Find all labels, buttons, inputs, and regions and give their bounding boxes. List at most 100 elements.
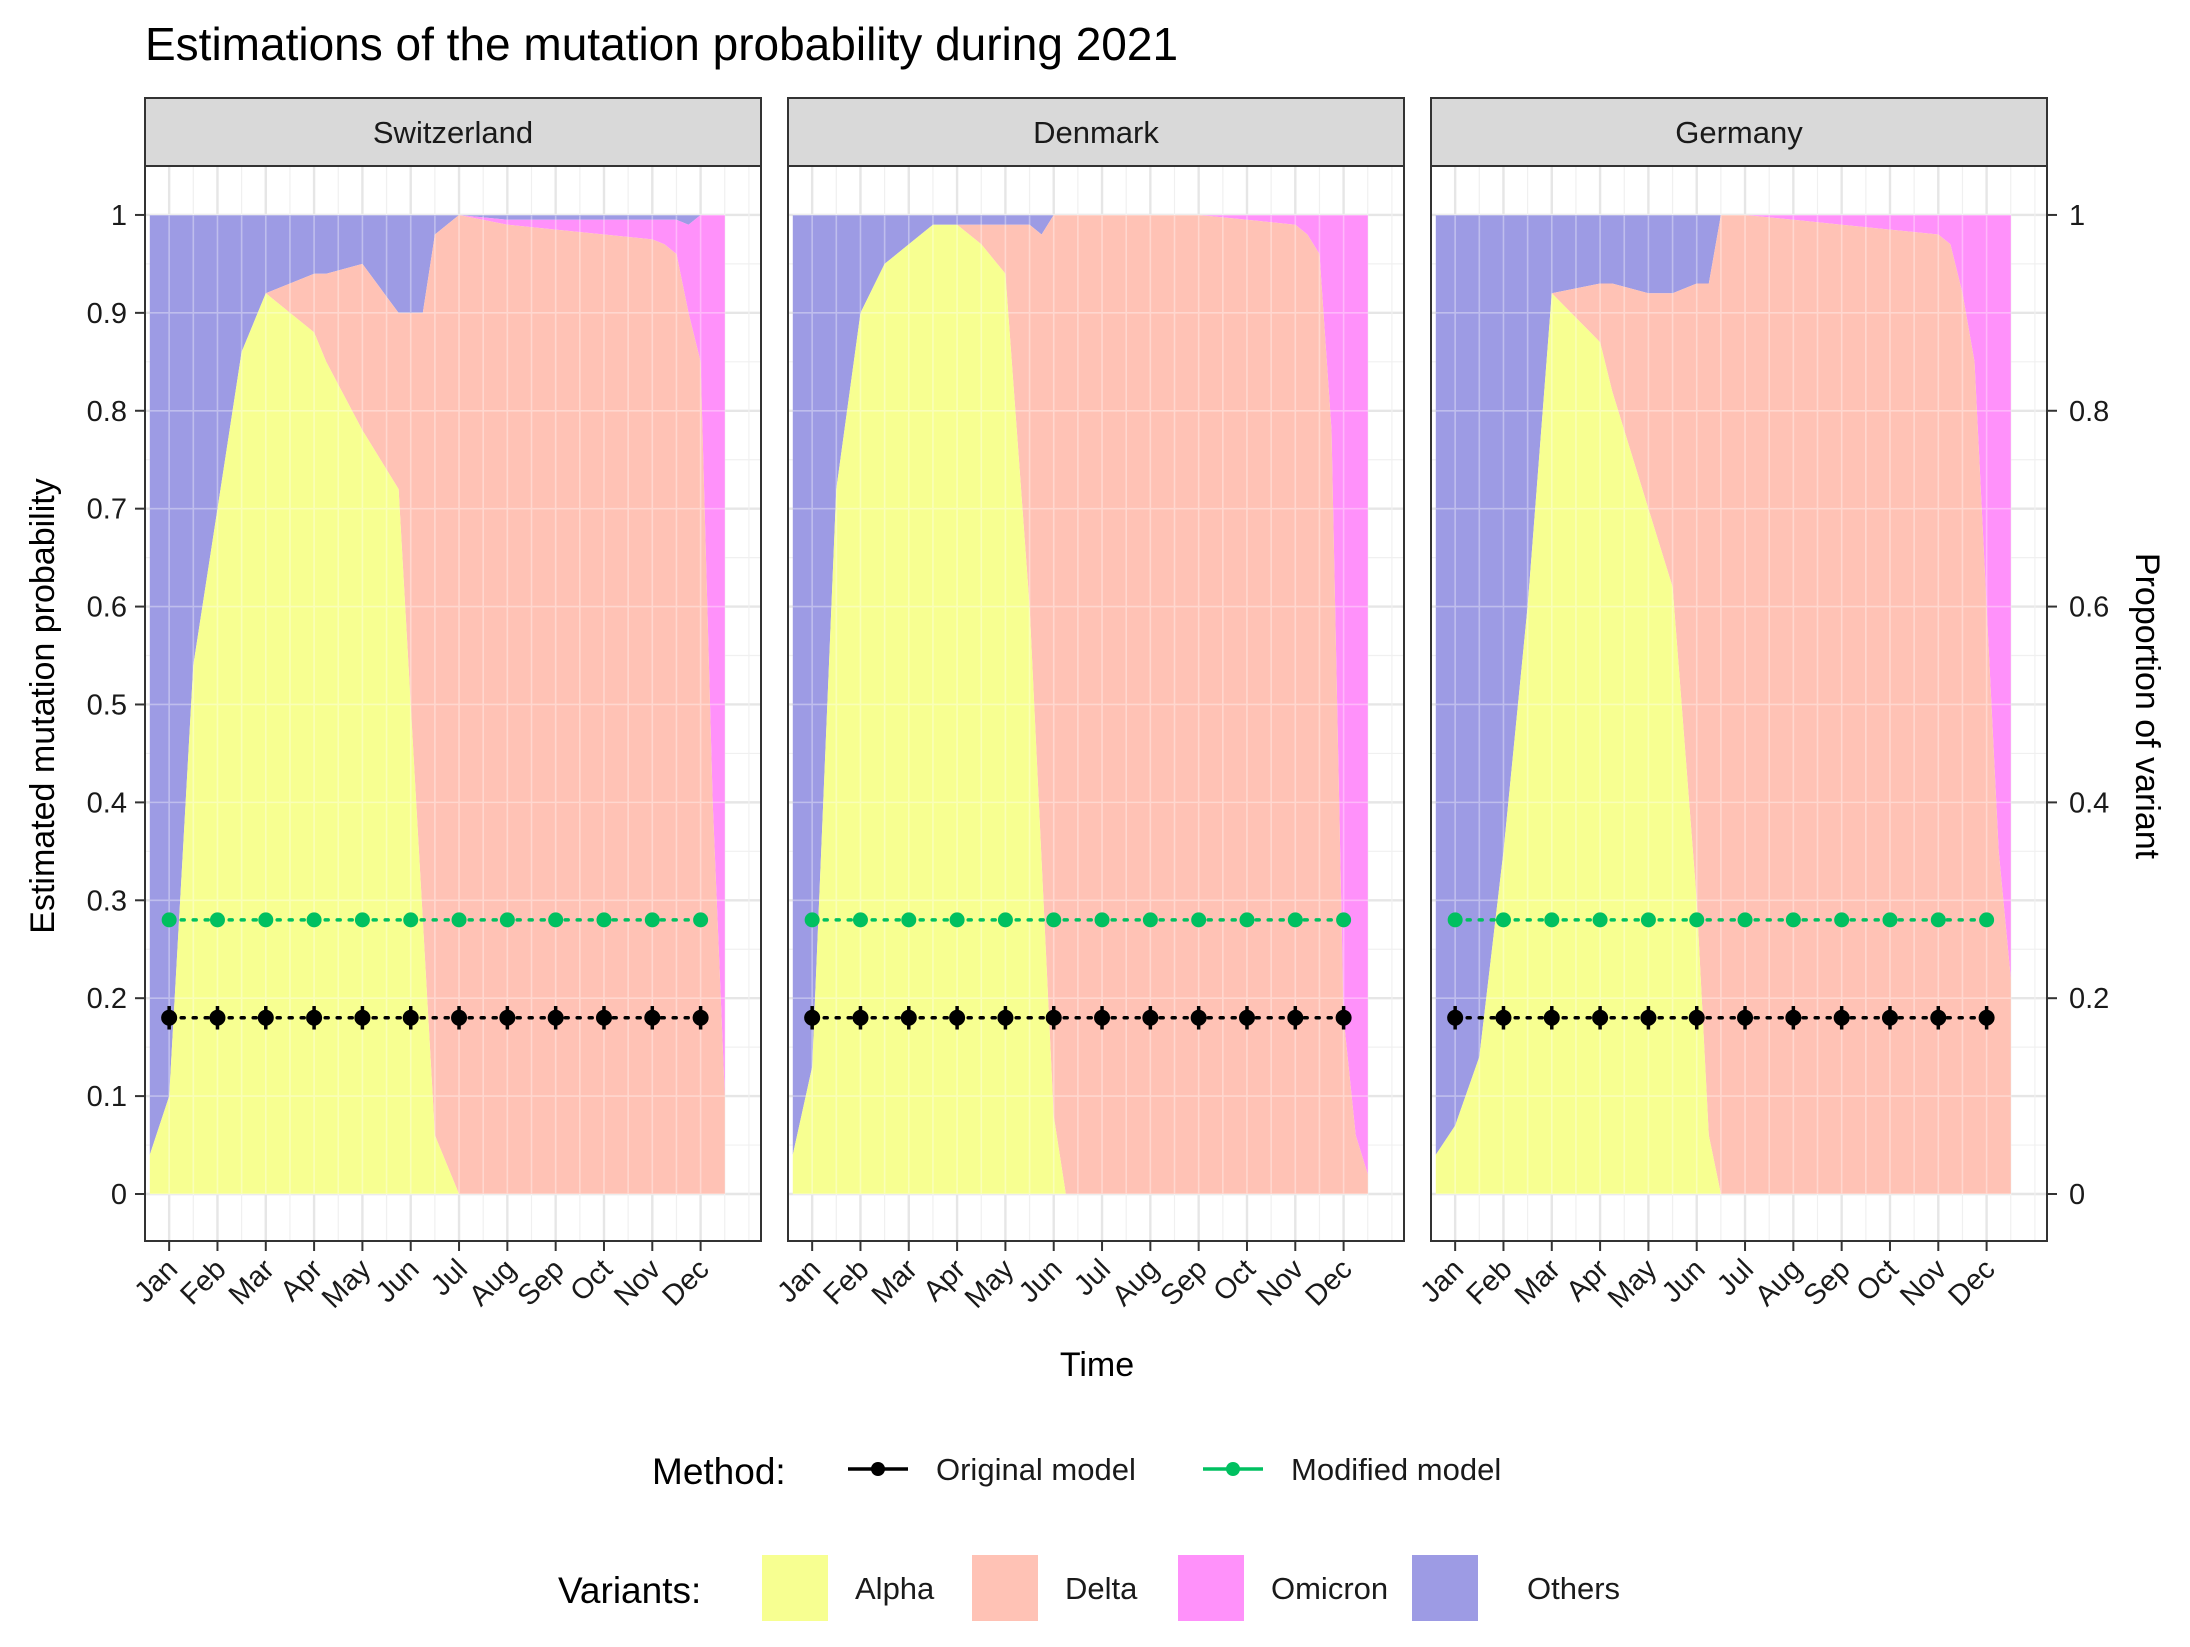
- point-modified-model: [1191, 912, 1207, 928]
- point-modified-model: [1640, 912, 1656, 928]
- point-modified-model: [1544, 912, 1560, 928]
- point-original-model: [644, 1009, 661, 1026]
- point-original-model: [1238, 1009, 1255, 1026]
- point-modified-model: [161, 912, 177, 928]
- point-modified-model: [901, 912, 917, 928]
- point-original-model: [1688, 1009, 1705, 1026]
- point-modified-model: [451, 912, 467, 928]
- point-original-model: [1737, 1009, 1754, 1026]
- point-modified-model: [1882, 912, 1898, 928]
- point-modified-model: [644, 912, 660, 928]
- facet-strip-label: Denmark: [1033, 115, 1159, 150]
- panel-border: [787, 165, 1405, 1242]
- point-modified-model: [209, 912, 225, 928]
- legend-key-swatch: [1412, 1555, 1478, 1621]
- point-original-model: [852, 1009, 869, 1026]
- area-delta: [792, 215, 1368, 1194]
- y-tick-label-right: 0.6: [2069, 592, 2109, 624]
- point-original-model: [354, 1009, 371, 1026]
- point-original-model: [900, 1009, 917, 1026]
- point-original-model: [1785, 1009, 1802, 1026]
- y-tick-label-right: 0.4: [2069, 787, 2109, 819]
- point-modified-model: [258, 912, 274, 928]
- point-modified-model: [1592, 912, 1608, 928]
- area-delta: [1435, 215, 2011, 1194]
- y-tick-label-right: 0.2: [2069, 983, 2109, 1015]
- point-original-model: [1543, 1009, 1560, 1026]
- point-original-model: [402, 1009, 419, 1026]
- point-original-model: [1640, 1009, 1657, 1026]
- point-modified-model: [1142, 912, 1158, 928]
- point-original-model: [257, 1009, 274, 1026]
- y-axis-title-right: Proportion of variant: [2128, 553, 2166, 860]
- y-tick-label-left: 1: [111, 200, 127, 232]
- chart-title: Estimations of the mutation probability …: [145, 18, 1178, 70]
- point-original-model: [1592, 1009, 1609, 1026]
- point-modified-model: [403, 912, 419, 928]
- point-modified-model: [1979, 912, 1995, 928]
- area-alpha: [792, 224, 1368, 1194]
- legend-key-swatch: [972, 1555, 1038, 1621]
- point-modified-model: [1495, 912, 1511, 928]
- point-modified-model: [949, 912, 965, 928]
- point-modified-model: [804, 912, 820, 928]
- point-original-model: [547, 1009, 564, 1026]
- y-tick-label-left: 0.9: [87, 298, 127, 330]
- point-original-model: [1045, 1009, 1062, 1026]
- point-modified-model: [548, 912, 564, 928]
- y-tick-label-left: 0.4: [87, 787, 127, 819]
- legend-variant-label: Alpha: [855, 1571, 935, 1606]
- point-modified-model: [1094, 912, 1110, 928]
- point-original-model: [1142, 1009, 1159, 1026]
- panel-grid-overlay: [792, 214, 1368, 1195]
- point-original-model: [1335, 1009, 1352, 1026]
- shared-axes: 0 0.1 0.2 0.3 0.4 0.5 0.6 0.7 0.8 0.9 1 0 0.2 0.4 0.6 0…: [87, 200, 2110, 1211]
- legend-key-swatch: [762, 1555, 828, 1621]
- area-others: [1435, 215, 2011, 1155]
- legend-variants-title: Variants:: [558, 1570, 701, 1611]
- point-modified-model: [693, 912, 709, 928]
- panel-grid-overlay: [1435, 214, 2011, 1195]
- point-original-model: [1495, 1009, 1512, 1026]
- panel-grid-overlay: [149, 214, 725, 1195]
- point-original-model: [804, 1009, 821, 1026]
- legend-method-title: Method:: [652, 1451, 786, 1492]
- y-tick-label-right: 1: [2069, 200, 2085, 232]
- point-original-model: [1930, 1009, 1947, 1026]
- y-tick-label-left: 0.5: [87, 689, 127, 721]
- legend-key-swatch: [1178, 1555, 1244, 1621]
- point-original-model: [161, 1009, 178, 1026]
- facet-strip: [1430, 97, 2048, 167]
- legend-variant-label: Delta: [1065, 1571, 1138, 1606]
- point-original-model: [1447, 1009, 1464, 1026]
- point-modified-model: [1930, 912, 1946, 928]
- point-modified-model: [1046, 912, 1062, 928]
- point-original-model: [1833, 1009, 1850, 1026]
- panel-border: [1430, 165, 2048, 1242]
- area-delta: [149, 215, 725, 1194]
- legend: Method: Variants: Original model Modified…: [558, 1451, 1620, 1621]
- point-modified-model: [1336, 912, 1352, 928]
- point-original-model: [1978, 1009, 1995, 1026]
- point-modified-model: [354, 912, 370, 928]
- point-modified-model: [1785, 912, 1801, 928]
- variant-areas: [1435, 215, 2011, 1194]
- point-original-model: [1094, 1009, 1111, 1026]
- point-original-model: [499, 1009, 516, 1026]
- facet-strip-label: Switzerland: [373, 115, 533, 150]
- area-others: [149, 215, 725, 1155]
- point-modified-model: [596, 912, 612, 928]
- point-modified-model: [1689, 912, 1705, 928]
- point-original-model: [306, 1009, 323, 1026]
- point-original-model: [692, 1009, 709, 1026]
- y-tick-label-left: 0.1: [87, 1081, 127, 1113]
- point-modified-model: [306, 912, 322, 928]
- point-modified-model: [1737, 912, 1753, 928]
- point-original-model: [209, 1009, 226, 1026]
- y-tick-label-right: 0: [2069, 1179, 2085, 1211]
- legend-variant-label: Omicron: [1271, 1571, 1388, 1606]
